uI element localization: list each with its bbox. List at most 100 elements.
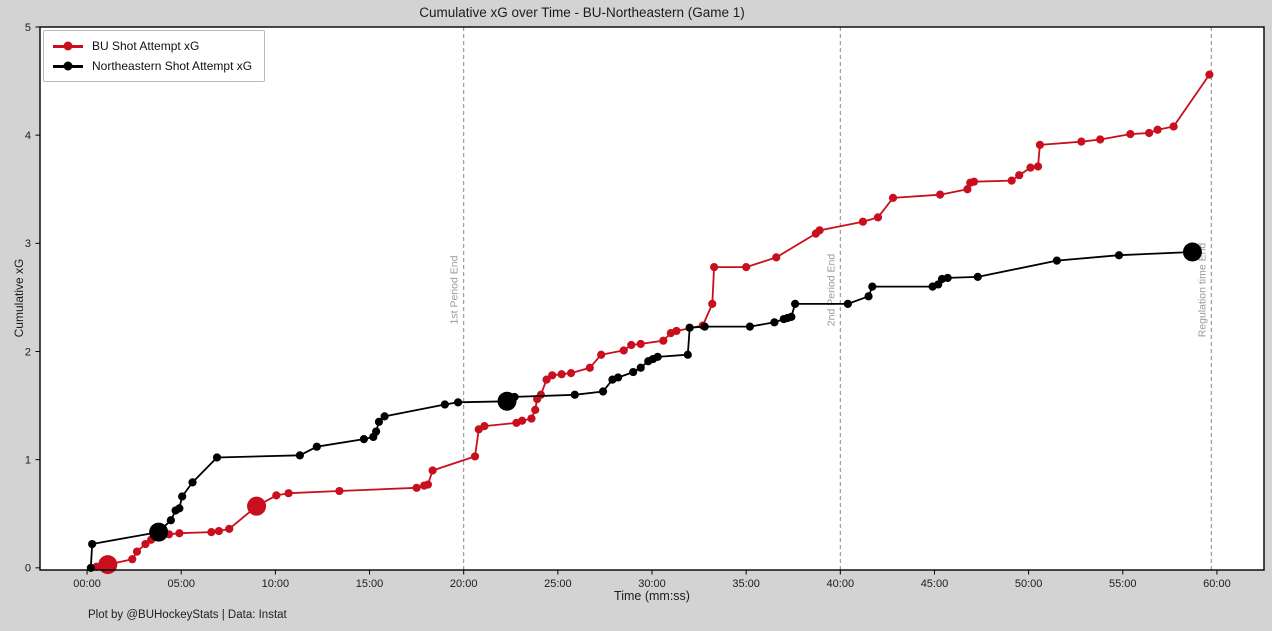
bu-shot-point xyxy=(531,405,540,415)
northeastern-shot-point xyxy=(636,363,645,372)
bu-shot-point xyxy=(527,414,536,423)
bu-shot-point xyxy=(423,480,433,489)
bu-goal-marker xyxy=(247,496,267,516)
bu-shot-point xyxy=(1145,128,1154,138)
x-tick-label: 25:00 xyxy=(544,578,572,590)
x-tick-label: 60:00 xyxy=(1203,578,1231,590)
bu-shot-point xyxy=(963,185,972,194)
northeastern-shot-point xyxy=(770,318,779,327)
bu-shot-point xyxy=(470,452,480,461)
x-axis-label: Time (mm:ss) xyxy=(614,589,690,603)
plot-area xyxy=(40,27,1264,570)
northeastern-shot-point xyxy=(86,563,95,572)
bu-shot-point xyxy=(659,336,668,345)
bu-shot-point xyxy=(1007,176,1016,185)
chart-title: Cumulative xG over Time - BU-Northeaster… xyxy=(419,5,745,20)
northeastern-shot-point xyxy=(943,273,952,283)
northeastern-line-marker-icon xyxy=(53,61,83,71)
bu-shot-point xyxy=(412,483,421,492)
northeastern-shot-point xyxy=(166,516,175,525)
northeastern-shot-point xyxy=(614,373,623,382)
x-tick-label: 20:00 xyxy=(450,578,478,590)
bu-shot-point xyxy=(335,486,344,496)
x-tick-label: 35:00 xyxy=(732,578,760,590)
legend-item-northeastern: Northeastern Shot Attempt xG xyxy=(53,56,252,76)
y-tick-label: 5 xyxy=(25,22,31,34)
northeastern-shot-point xyxy=(843,299,852,309)
bu-shot-point xyxy=(1205,70,1214,79)
y-tick-label: 3 xyxy=(25,238,31,250)
northeastern-shot-point xyxy=(791,299,800,309)
bu-shot-point xyxy=(1015,171,1024,180)
legend-label-northeastern: Northeastern Shot Attempt xG xyxy=(92,59,253,73)
bu-shot-point xyxy=(708,299,717,309)
legend: BU Shot Attempt xG Northeastern Shot Att… xyxy=(43,30,266,82)
bu-shot-point xyxy=(1077,137,1086,146)
bu-shot-point xyxy=(225,524,234,533)
northeastern-shot-point xyxy=(598,387,608,396)
bu-shot-point xyxy=(858,217,868,226)
bu-shot-point xyxy=(969,177,979,186)
northeastern-goal-marker xyxy=(149,522,169,542)
bu-shot-point xyxy=(141,539,150,549)
northeastern-shot-point xyxy=(683,350,692,359)
x-tick-label: 40:00 xyxy=(827,578,855,590)
footer-credit: Plot by @BUHockeyStats | Data: Instat xyxy=(88,609,287,621)
bu-shot-point xyxy=(742,263,751,272)
northeastern-shot-point xyxy=(973,272,982,281)
bu-shot-point xyxy=(128,555,137,564)
bu-shot-point xyxy=(480,422,489,431)
northeastern-shot-point xyxy=(787,312,796,321)
x-tick-label: 45:00 xyxy=(921,578,949,590)
northeastern-shot-point xyxy=(372,427,381,436)
northeastern-shot-point xyxy=(629,367,638,377)
bu-shot-point xyxy=(1153,125,1162,134)
bu-shot-point xyxy=(772,253,781,262)
northeastern-shot-point xyxy=(653,352,662,362)
y-axis-label: Cumulative xG xyxy=(12,258,26,338)
x-tick-label: 00:00 xyxy=(73,578,101,590)
bu-shot-point xyxy=(557,370,566,379)
northeastern-shot-point xyxy=(1114,251,1124,260)
northeastern-shot-point xyxy=(864,292,873,301)
legend-item-bu: BU Shot Attempt xG xyxy=(53,36,252,56)
bu-shot-point xyxy=(710,263,719,272)
bu-shot-point xyxy=(815,226,824,235)
bu-shot-point xyxy=(936,190,945,199)
northeastern-shot-point xyxy=(359,435,368,444)
x-tick-label: 30:00 xyxy=(638,578,666,590)
bu-shot-point xyxy=(1126,129,1135,139)
bu-shot-point xyxy=(272,491,281,500)
northeastern-shot-point xyxy=(700,322,709,331)
x-tick-label: 55:00 xyxy=(1109,578,1137,590)
northeastern-shot-point xyxy=(178,492,187,501)
y-tick-label: 1 xyxy=(25,454,31,466)
northeastern-shot-point xyxy=(440,400,449,409)
bu-shot-point xyxy=(1169,122,1178,131)
northeastern-shot-point xyxy=(570,390,579,399)
northeastern-goal-marker xyxy=(497,391,517,411)
bu-shot-point xyxy=(214,526,223,536)
y-tick-label: 4 xyxy=(25,130,31,142)
bu-goal-marker xyxy=(98,555,118,575)
northeastern-shot-point xyxy=(1052,256,1061,265)
bu-shot-point xyxy=(548,371,557,380)
northeastern-shot-point xyxy=(188,478,197,487)
y-tick-label: 2 xyxy=(25,346,31,358)
bu-shot-point xyxy=(873,213,883,222)
northeastern-shot-point xyxy=(374,417,384,426)
bu-line-marker-icon xyxy=(53,41,83,51)
bu-shot-point xyxy=(597,350,606,359)
bu-shot-point xyxy=(1033,162,1043,171)
bu-shot-point xyxy=(132,547,142,556)
bu-shot-point xyxy=(585,363,594,372)
bu-shot-point xyxy=(636,339,645,349)
period-line-label-1: 1st Period End xyxy=(449,255,461,324)
bu-shot-point xyxy=(1035,140,1045,150)
northeastern-goal-marker xyxy=(1182,242,1202,262)
bu-shot-point xyxy=(672,326,681,336)
period-line-label-2: 2nd Period End xyxy=(825,254,837,327)
northeastern-shot-point xyxy=(745,322,755,331)
